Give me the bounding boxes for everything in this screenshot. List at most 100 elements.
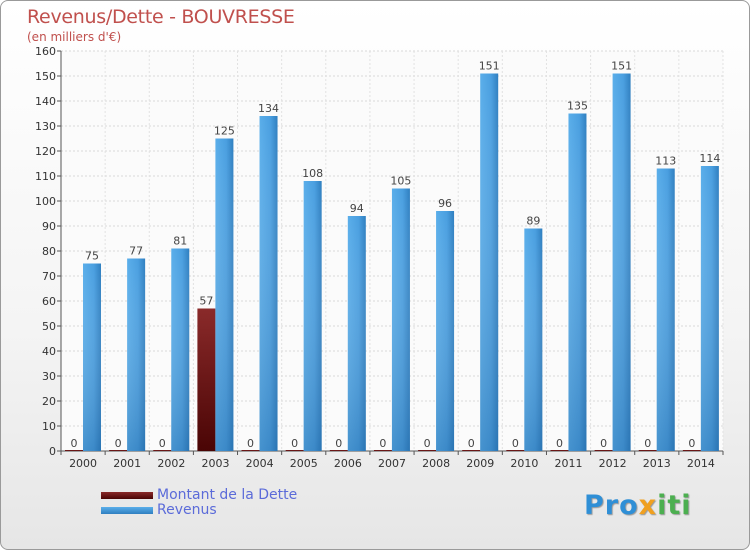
legend-label-dette: Montant de la Dette (157, 487, 298, 503)
x-tick-label: 2005 (290, 457, 318, 470)
bar-revenus-shade-2012 (612, 73, 631, 451)
bar-revenus-shade-2004 (259, 116, 278, 451)
x-tick-label: 2006 (334, 457, 362, 470)
chart-subtitle: (en milliers d'€) (27, 30, 122, 44)
x-tick-label: 2001 (113, 457, 141, 470)
data-label-revenus: 89 (526, 215, 540, 228)
data-label-dette: 0 (115, 437, 122, 450)
y-tick-label: 40 (42, 345, 56, 358)
y-tick-label: 130 (35, 120, 56, 133)
bar-dette-2014 (682, 450, 701, 451)
data-label-revenus: 151 (479, 60, 500, 73)
x-tick-label: 2014 (687, 457, 715, 470)
y-tick-label: 80 (42, 245, 56, 258)
bar-revenus-shade-2003 (215, 138, 234, 451)
bar-revenus-shade-2010 (524, 228, 543, 451)
y-tick-label: 140 (35, 95, 56, 108)
data-label-dette: 0 (335, 437, 342, 450)
x-tick-label: 2011 (555, 457, 583, 470)
data-label-dette: 0 (644, 437, 651, 450)
y-tick-label: 10 (42, 420, 56, 433)
bar-revenus-shade-2014 (700, 166, 719, 451)
data-label-dette: 57 (199, 295, 213, 308)
legend-label-revenus: Revenus (157, 502, 217, 518)
data-label-revenus: 125 (214, 125, 235, 138)
y-tick-label: 110 (35, 170, 56, 183)
data-label-revenus: 105 (390, 175, 411, 188)
chart-title: Revenus/Dette - BOUVRESSE (27, 6, 295, 28)
y-tick-label: 100 (35, 195, 56, 208)
bar-revenus-shade-2009 (480, 73, 499, 451)
y-tick-label: 150 (35, 70, 56, 83)
y-tick-label: 20 (42, 395, 56, 408)
bar-dette-2005 (285, 450, 304, 451)
x-tick-label: 2012 (599, 457, 627, 470)
x-tick-label: 2008 (422, 457, 450, 470)
legend-swatch-revenus (101, 506, 153, 514)
data-label-dette: 0 (247, 437, 254, 450)
data-label-revenus: 94 (350, 202, 364, 215)
x-tick-label: 2002 (157, 457, 185, 470)
bar-revenus-shade-2011 (568, 113, 587, 451)
x-tick-label: 2010 (510, 457, 538, 470)
bars-layer (65, 73, 719, 451)
x-tick-label: 2009 (466, 457, 494, 470)
bar-dette-2001 (109, 450, 128, 451)
bar-dette-2013 (638, 450, 657, 451)
x-tick-label: 2007 (378, 457, 406, 470)
bar-revenus-shade-2008 (436, 211, 455, 451)
bar-dette-2007 (373, 450, 392, 451)
bar-dette-2012 (594, 450, 613, 451)
axis-layer: 0 10 20 30 40 50 60 70 80 90 100 110 120 130 140 150 160 (35, 45, 724, 458)
data-label-dette: 0 (424, 437, 431, 450)
proxiti-logo: Proxiti (584, 490, 692, 521)
bar-revenus-shade-2007 (391, 188, 410, 451)
data-label-dette: 0 (600, 437, 607, 450)
data-label-revenus: 135 (567, 100, 588, 113)
data-label-revenus: 114 (699, 152, 720, 165)
bar-revenus-shade-2013 (656, 168, 675, 451)
bar-revenus-shade-2005 (303, 181, 322, 451)
data-label-dette: 0 (688, 437, 695, 450)
data-label-dette: 0 (379, 437, 386, 450)
bar-revenus-shade-2002 (171, 248, 190, 451)
bar-revenus-shade-2001 (127, 258, 146, 451)
bar-dette-2009 (462, 450, 481, 451)
x-tick-label: 2000 (69, 457, 97, 470)
y-tick-label: 70 (42, 270, 56, 283)
bar-dette-2011 (550, 450, 569, 451)
bar-dette-2004 (241, 450, 260, 451)
data-label-revenus: 96 (438, 197, 452, 210)
bar-revenus-shade-2006 (347, 216, 366, 451)
data-label-dette: 0 (159, 437, 166, 450)
data-label-revenus: 151 (611, 60, 632, 73)
bar-revenus-shade-2000 (83, 263, 101, 451)
bar-dette-2002 (153, 450, 172, 451)
data-label-revenus: 77 (129, 245, 143, 258)
data-label-revenus: 108 (302, 167, 323, 180)
bar-dette-2008 (418, 450, 437, 451)
data-label-revenus: 81 (173, 235, 187, 248)
data-label-revenus: 134 (258, 102, 279, 115)
data-label-revenus: 113 (655, 155, 676, 168)
y-tick-label: 60 (42, 295, 56, 308)
legend-item-revenus: Revenus (101, 502, 217, 518)
y-tick-label: 160 (35, 45, 56, 58)
bar-dette-2010 (506, 450, 525, 451)
labels-layer: 0 75 2000 0 77 2001 0 81 2002 57 125 2003 0 134 2004 0 1… (69, 60, 720, 471)
y-tick-label: 30 (42, 370, 56, 383)
x-tick-label: 2013 (643, 457, 671, 470)
x-tick-label: 2003 (201, 457, 229, 470)
bar-dette-2000 (65, 450, 83, 451)
y-tick-label: 90 (42, 220, 56, 233)
data-label-dette: 0 (468, 437, 475, 450)
y-tick-label: 120 (35, 145, 56, 158)
bar-dette-2003 (197, 308, 216, 451)
x-tick-label: 2004 (246, 457, 274, 470)
data-label-dette: 0 (291, 437, 298, 450)
data-label-dette: 0 (71, 437, 78, 450)
y-tick-label: 50 (42, 320, 56, 333)
bar-dette-2006 (329, 450, 348, 451)
